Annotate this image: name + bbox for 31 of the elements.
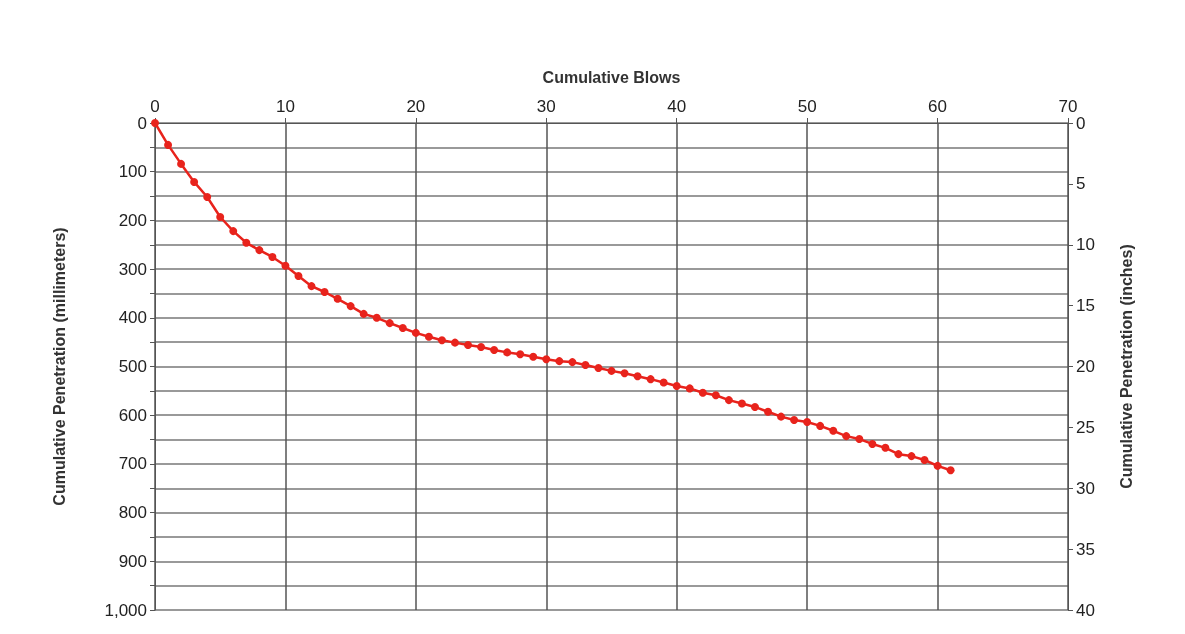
x-tick-label: 10 — [275, 97, 295, 116]
x-tick-label: 40 — [667, 97, 687, 116]
x-tick-label: 70 — [1058, 97, 1078, 116]
y2-tick-label: 5 — [1076, 174, 1086, 194]
x-tick-label: 30 — [536, 97, 556, 116]
y-tick-label: 700 — [118, 454, 147, 474]
x-tick-label: 20 — [406, 97, 426, 116]
x-tick-label: 50 — [797, 97, 817, 116]
y-tick-label: 300 — [118, 259, 147, 279]
y-tick-label: 0 — [137, 113, 147, 133]
y2-axis-title: Cumulative Penetration (inches) — [1117, 244, 1135, 489]
y-tick-label: 600 — [118, 405, 147, 425]
x-tick-label: 60 — [928, 97, 948, 116]
y-tick-label: 800 — [118, 503, 147, 523]
y-tick-label: 1,000 — [104, 600, 147, 620]
y2-tick-label: 10 — [1076, 235, 1095, 255]
y-axis-title: Cumulative Penetration (millimeters) — [50, 227, 68, 506]
y2-tick-label: 30 — [1076, 478, 1095, 498]
y-tick-label: 100 — [118, 162, 147, 182]
y2-tick-label: 25 — [1076, 417, 1095, 437]
x-axis-title: Cumulative Blows — [542, 68, 681, 86]
y-tick-label: 200 — [118, 210, 147, 230]
y-tick-label: 500 — [118, 357, 147, 376]
y-tick-label: 400 — [118, 308, 147, 328]
y-tick-label: 900 — [118, 551, 147, 571]
x-tick-label: 0 — [150, 97, 160, 116]
y2-tick-label: 15 — [1076, 296, 1095, 316]
y2-tick-label: 20 — [1076, 357, 1095, 376]
y2-tick-label: 0 — [1076, 113, 1086, 133]
y2-tick-label: 40 — [1076, 600, 1095, 620]
y2-tick-label: 35 — [1076, 539, 1095, 559]
